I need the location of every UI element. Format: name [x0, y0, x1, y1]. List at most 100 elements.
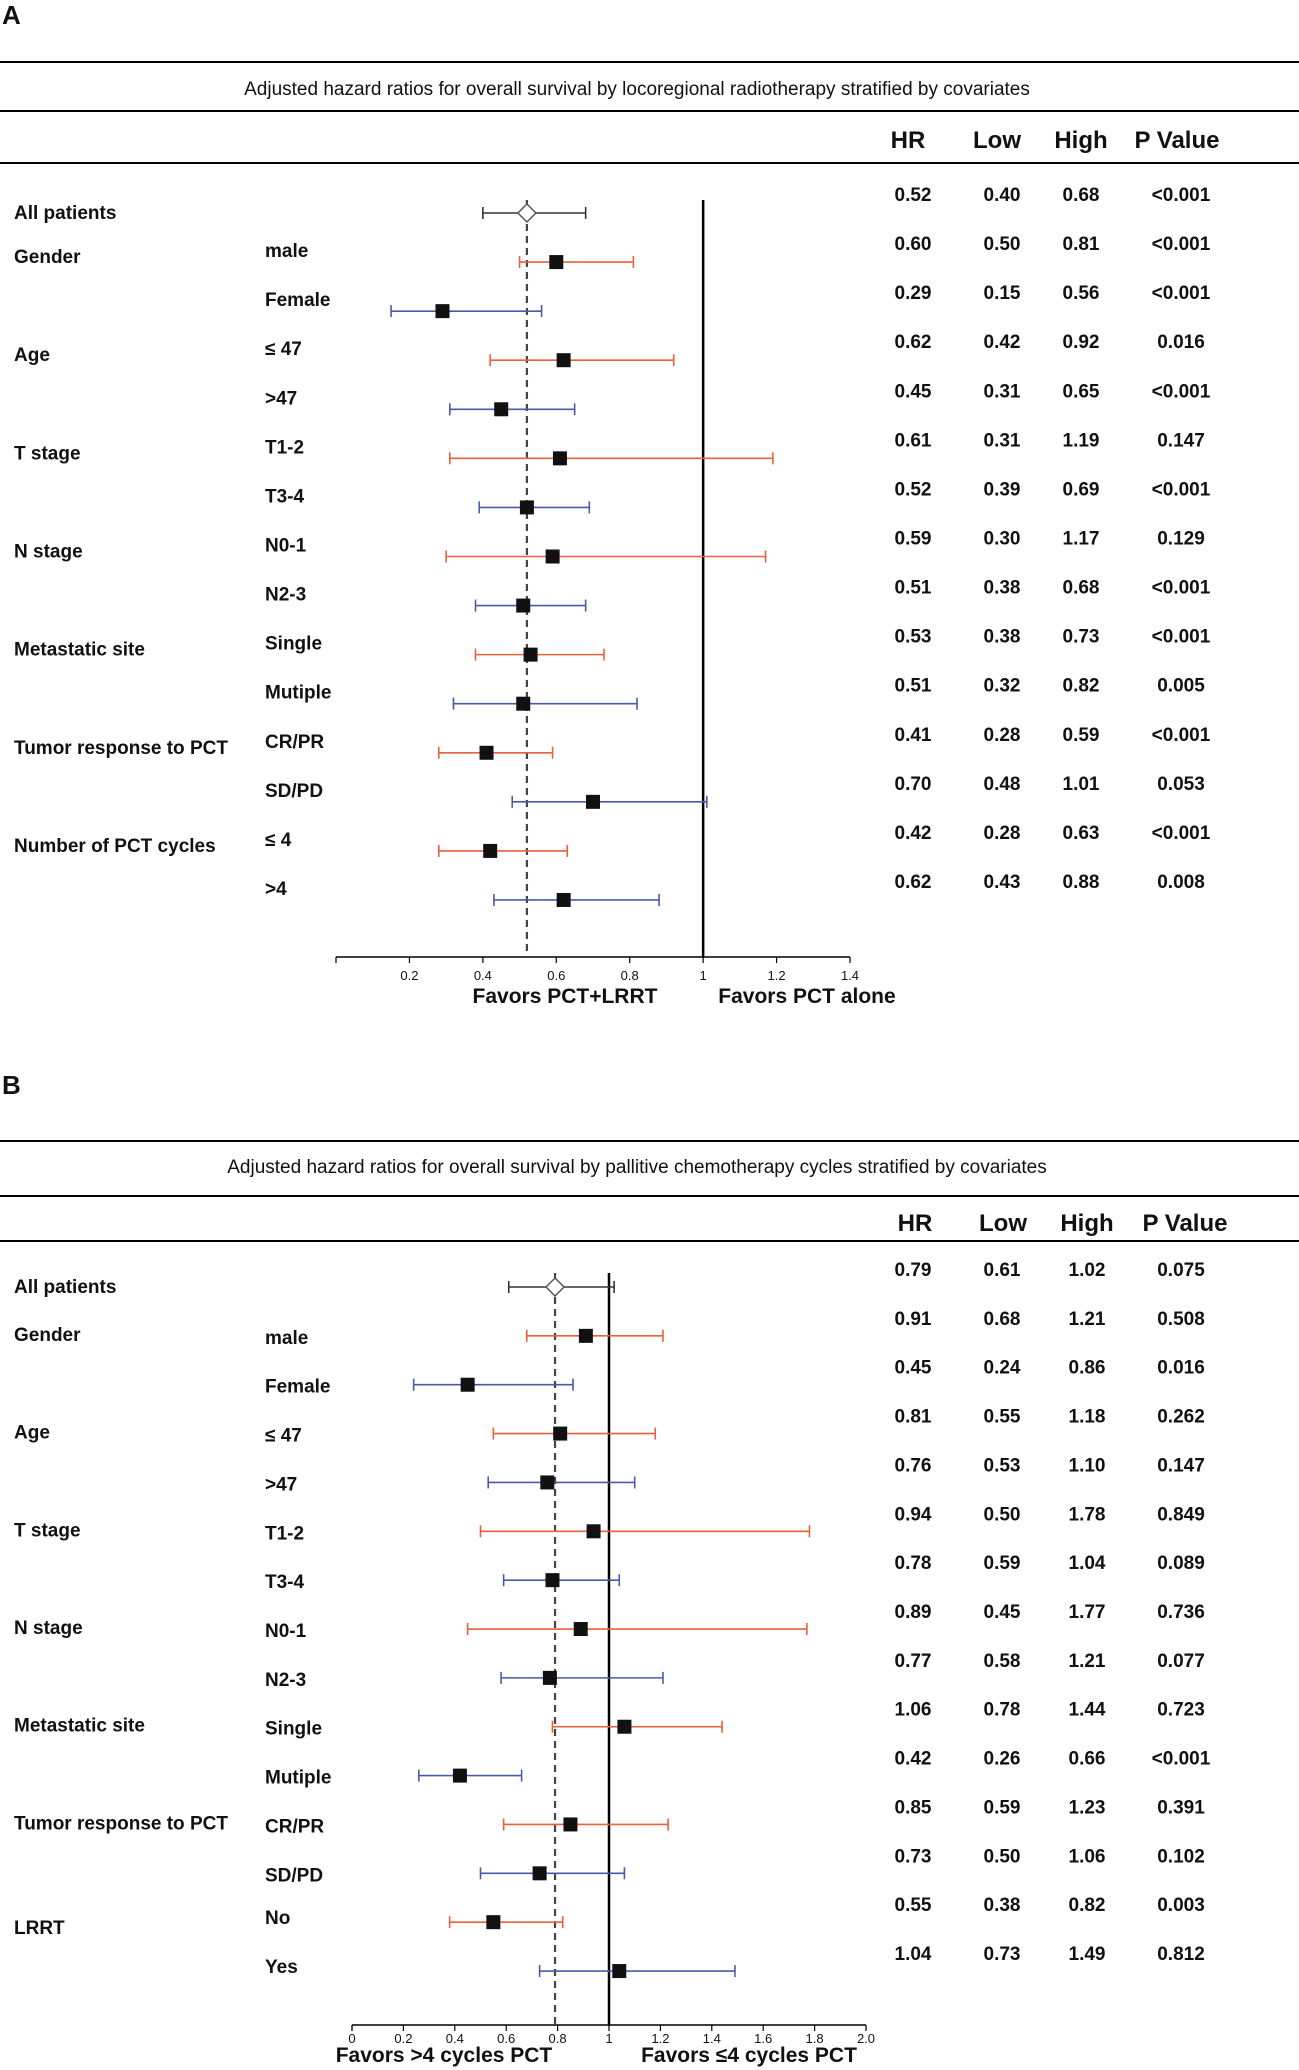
x-tick-label: 0.8 [621, 968, 639, 983]
ci-high-value: 1.04 [1069, 1553, 1106, 1574]
p-value: <0.001 [1152, 823, 1211, 844]
forest-row: All patients 0.79 0.61 1.02 0.075 [14, 1260, 1205, 1298]
hr-value: 0.77 [895, 1651, 932, 1672]
ci-low-value: 0.50 [984, 234, 1021, 255]
ci-low-value: 0.43 [984, 872, 1021, 893]
ci-high-value: 1.78 [1069, 1504, 1106, 1525]
forest-row: Mutiple 0.51 0.32 0.82 0.005 [265, 676, 1205, 711]
x-tick-label: 0.2 [394, 2031, 412, 2046]
p-value: 0.129 [1157, 528, 1205, 549]
column-header-hr: HR [891, 127, 926, 154]
column-header-high: High [1054, 127, 1107, 154]
hazard-ratio-marker [552, 451, 567, 466]
forest-row: T3-4 0.52 0.39 0.69 <0.001 [265, 479, 1211, 515]
hr-value: 0.42 [895, 1749, 932, 1770]
hr-value: 0.85 [895, 1797, 932, 1818]
row-subgroup-label: Mutiple [265, 683, 332, 704]
row-subgroup-label: ≤ 47 [265, 339, 302, 360]
ci-high-value: 0.82 [1063, 676, 1100, 697]
hr-value: 0.53 [895, 627, 932, 648]
row-group-label: Tumor response to PCT [14, 1813, 228, 1834]
p-value: 0.008 [1157, 872, 1205, 893]
p-value: 0.147 [1157, 430, 1205, 451]
ci-low-value: 0.59 [984, 1553, 1021, 1574]
ci-high-value: 0.66 [1069, 1749, 1106, 1770]
x-tick-label: 1.4 [703, 2031, 721, 2046]
ci-low-value: 0.58 [984, 1651, 1021, 1672]
p-value: 0.016 [1157, 1358, 1205, 1379]
panel-label: B [2, 1070, 21, 1100]
forest-row: >47 0.45 0.31 0.65 <0.001 [265, 381, 1211, 417]
forest-row: N stage N0-1 0.89 0.45 1.77 0.736 [14, 1602, 1205, 1642]
p-value: 0.077 [1157, 1651, 1205, 1672]
x-tick-label: 1 [700, 968, 707, 983]
hr-value: 0.62 [895, 872, 932, 893]
ci-low-value: 0.73 [984, 1944, 1021, 1965]
row-subgroup-label: Female [265, 290, 330, 311]
forest-row: Metastatic site Single 0.53 0.38 0.73 <0.001 [14, 627, 1211, 662]
hazard-ratio-marker [516, 598, 531, 613]
ci-high-value: 1.18 [1069, 1407, 1106, 1428]
ci-high-value: 1.23 [1069, 1797, 1106, 1818]
hazard-ratio-marker [435, 304, 450, 319]
p-value: 0.736 [1157, 1602, 1205, 1623]
hazard-ratio-marker [556, 353, 571, 368]
hazard-ratio-marker [452, 1768, 467, 1783]
row-group-label: N stage [14, 541, 83, 562]
ci-high-value: 0.92 [1063, 332, 1100, 353]
forest-row: LRRT No 0.55 0.38 0.82 0.003 [14, 1895, 1205, 1939]
ci-high-value: 1.44 [1069, 1700, 1106, 1721]
row-subgroup-label: Single [265, 1719, 322, 1740]
hr-value: 0.51 [895, 578, 932, 599]
row-subgroup-label: Female [265, 1377, 330, 1398]
overall-estimate-diamond [544, 1276, 566, 1298]
x-tick-label: 1.2 [651, 2031, 669, 2046]
p-value: 0.812 [1157, 1944, 1205, 1965]
forest-row: SD/PD 0.73 0.50 1.06 0.102 [265, 1846, 1205, 1886]
hazard-ratio-marker [460, 1377, 475, 1392]
chart-title: Adjusted hazard ratios for overall survi… [227, 1157, 1046, 1178]
hazard-ratio-marker [486, 1915, 501, 1930]
x-tick-label: 1.4 [841, 968, 859, 983]
row-group-label: Gender [14, 247, 81, 268]
forest-row: >4 0.62 0.43 0.88 0.008 [265, 872, 1205, 907]
p-value: <0.001 [1152, 1749, 1211, 1770]
hazard-ratio-marker [549, 255, 564, 270]
ci-low-value: 0.31 [984, 430, 1021, 451]
ci-low-value: 0.55 [984, 1407, 1021, 1428]
row-group-label: Metastatic site [14, 640, 145, 661]
p-value: <0.001 [1152, 479, 1211, 500]
ci-high-value: 0.81 [1063, 234, 1100, 255]
hr-value: 1.06 [895, 1700, 932, 1721]
row-subgroup-label: >4 [265, 879, 287, 900]
p-value: 0.723 [1157, 1700, 1205, 1721]
ci-low-value: 0.31 [984, 381, 1021, 402]
p-value: 0.075 [1157, 1260, 1205, 1281]
ci-high-value: 0.65 [1063, 381, 1100, 402]
hr-value: 0.94 [895, 1504, 932, 1525]
ci-low-value: 0.59 [984, 1797, 1021, 1818]
p-value: 0.003 [1157, 1895, 1205, 1916]
ci-low-value: 0.53 [984, 1455, 1021, 1476]
forest-row: N2-3 0.51 0.38 0.68 <0.001 [265, 578, 1211, 613]
hazard-ratio-marker [494, 402, 509, 417]
x-tick-label: 0.8 [549, 2031, 567, 2046]
ci-low-value: 0.28 [984, 725, 1021, 746]
ci-low-value: 0.30 [984, 528, 1021, 549]
forest-row: Age ≤ 47 0.62 0.42 0.92 0.016 [14, 332, 1205, 368]
row-subgroup-label: SD/PD [265, 781, 323, 802]
ci-low-value: 0.45 [984, 1602, 1021, 1623]
ci-high-value: 1.01 [1063, 774, 1100, 795]
row-subgroup-label: T1-2 [265, 437, 304, 458]
x-label-left: Favors >4 cycles PCT [336, 2044, 553, 2067]
ci-high-value: 0.63 [1063, 823, 1100, 844]
forest-row: All patients 0.52 0.40 0.68 <0.001 [14, 185, 1211, 224]
ci-low-value: 0.38 [984, 627, 1021, 648]
row-subgroup-label: male [265, 241, 308, 262]
hazard-ratio-marker [542, 1670, 557, 1685]
column-header-low: Low [973, 127, 1021, 154]
hazard-ratio-marker [617, 1719, 632, 1734]
p-value: <0.001 [1152, 381, 1211, 402]
hr-value: 0.51 [895, 676, 932, 697]
